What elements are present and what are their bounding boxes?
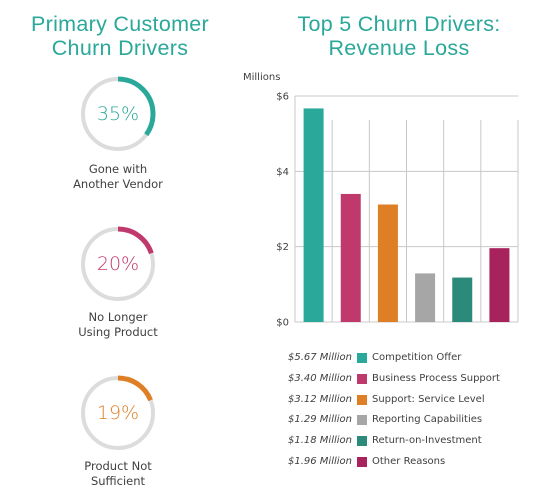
bar	[377, 204, 398, 322]
bar	[303, 108, 324, 323]
legend-value: $1.18 Million	[287, 435, 352, 447]
legend-swatch	[357, 353, 367, 363]
legend-label: Competition Offer	[372, 352, 462, 363]
legend-value: $5.67 Million	[287, 352, 352, 363]
legend-item: $3.12 Million Support: Service Level	[0, 392, 540, 408]
bar	[489, 248, 510, 322]
left-title: Primary Customer Churn Drivers	[30, 12, 210, 60]
donut-percent: 35%	[96, 103, 140, 125]
legend-swatch	[357, 373, 367, 384]
legend-value: $3.12 Million	[287, 393, 352, 405]
y-tick-label: $2	[276, 242, 289, 253]
legend-label: Reporting Capabilities	[372, 414, 483, 426]
revenue-loss-bar-chart: Millions $0 $2 $4 $6	[243, 72, 519, 329]
y-tick-label: $0	[276, 318, 289, 329]
y-tick-label: $6	[276, 92, 289, 103]
legend-item: $1.29 Million Reporting Capabilities	[0, 412, 540, 428]
donut-label: No Longer Using Product	[78, 310, 158, 339]
legend-label: Support: Service Level	[372, 393, 485, 405]
legend-item: $1.18 Million Return-on-Investment	[0, 433, 540, 449]
donut-arc	[80, 375, 156, 451]
bar	[340, 193, 361, 322]
donut-percent: 19%	[96, 402, 140, 424]
legend-label: Business Process Support	[372, 372, 500, 384]
donut-percent: 20%	[96, 253, 140, 275]
donut-arc	[80, 226, 156, 302]
donut-ring	[80, 76, 156, 152]
donut-no-longer-using-product: 20%	[76, 222, 160, 306]
donut-arc	[80, 76, 156, 152]
bar	[415, 273, 436, 322]
donut-ring	[80, 375, 156, 451]
legend-item: $1.96 Million Other Reasons	[0, 454, 540, 470]
legend-item: $5.67 Million Competition Offer	[0, 350, 540, 366]
legend-swatch	[357, 415, 367, 426]
legend-swatch	[357, 457, 367, 467]
chart-title: Top 5 Churn Drivers: Revenue Loss	[297, 12, 501, 60]
legend-swatch	[357, 394, 367, 405]
donut-label: Gone with Another Vendor	[73, 162, 163, 191]
legend-value: $1.96 Million	[287, 456, 352, 467]
y-tick-label: $4	[276, 167, 289, 178]
legend-label: Return-on-Investment	[372, 435, 482, 447]
donut-gone-with-another-vendor: 35%	[76, 72, 160, 156]
legend-item: $3.40 Million Business Process Support	[0, 371, 540, 387]
legend-label: Other Reasons	[372, 456, 446, 467]
legend-value: $1.29 Million	[287, 414, 352, 426]
legend-swatch	[357, 436, 367, 447]
legend-value: $3.40 Million	[287, 372, 352, 384]
y-axis-label: Millions	[243, 72, 280, 83]
bar	[452, 277, 473, 322]
donut-label: Product Not Sufficient	[84, 459, 152, 488]
donut-ring	[80, 226, 156, 302]
donut-product-not-sufficient: 19%	[76, 371, 160, 455]
